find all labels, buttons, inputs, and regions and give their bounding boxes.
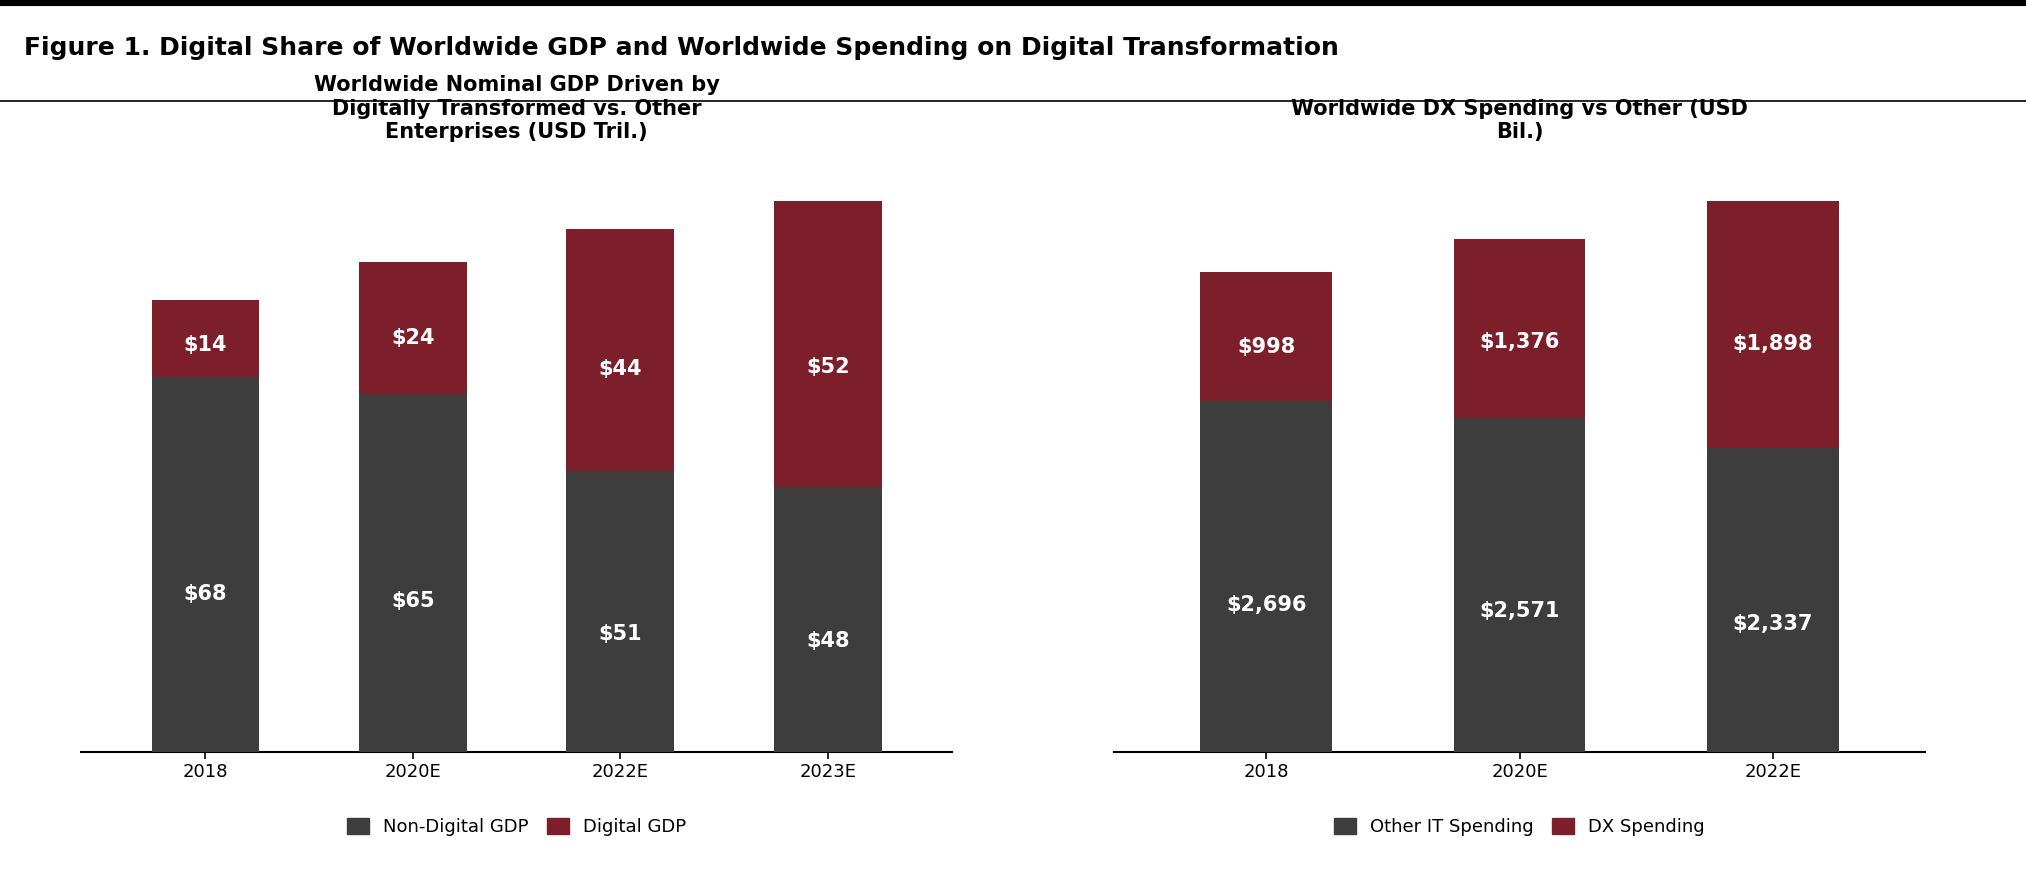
Text: $48: $48 [806,631,849,651]
Text: $51: $51 [598,624,642,644]
Bar [1455,418,1586,752]
Bar [567,471,675,752]
Bar [774,488,881,752]
Text: $68: $68 [184,585,227,605]
Text: $2,337: $2,337 [1732,614,1813,635]
Text: $44: $44 [598,359,642,379]
Text: $998: $998 [1238,336,1295,357]
Text: $1,898: $1,898 [1732,335,1813,354]
Text: $2,571: $2,571 [1479,601,1560,621]
Bar [1706,201,1840,448]
Text: $24: $24 [391,329,436,349]
Legend: Non-Digital GDP, Digital GDP: Non-Digital GDP, Digital GDP [340,811,693,843]
Title: Worldwide DX Spending vs Other (USD
Bil.): Worldwide DX Spending vs Other (USD Bil.… [1291,99,1748,142]
Text: $65: $65 [391,592,436,612]
Text: Figure 1. Digital Share of Worldwide GDP and Worldwide Spending on Digital Trans: Figure 1. Digital Share of Worldwide GDP… [24,36,1339,60]
Text: $14: $14 [184,335,227,355]
Bar [152,378,259,752]
Bar [1199,401,1333,752]
Bar [359,262,466,394]
Legend: Other IT Spending, DX Spending: Other IT Spending, DX Spending [1327,811,1712,843]
Bar [1455,239,1586,418]
Bar [774,201,881,488]
Text: $52: $52 [806,357,849,378]
Bar [152,301,259,378]
Bar [1199,272,1333,401]
Text: $1,376: $1,376 [1479,332,1560,352]
Text: $2,696: $2,696 [1226,594,1307,614]
Bar [359,394,466,752]
Bar [1706,448,1840,752]
Title: Worldwide Nominal GDP Driven by
Digitally Transformed vs. Other
Enterprises (USD: Worldwide Nominal GDP Driven by Digitall… [314,75,719,142]
Bar [567,229,675,471]
